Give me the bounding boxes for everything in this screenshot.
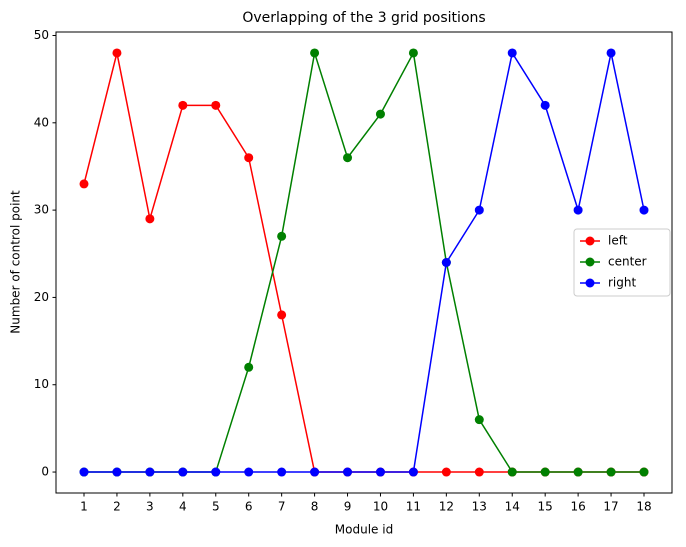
x-tick-label: 15	[538, 500, 553, 514]
x-tick-label: 1	[80, 500, 88, 514]
data-point	[408, 48, 418, 58]
data-point	[244, 467, 254, 477]
x-tick-label: 17	[603, 500, 618, 514]
data-point	[573, 467, 583, 477]
x-tick-label: 8	[311, 500, 319, 514]
data-point	[112, 467, 122, 477]
data-point	[277, 467, 287, 477]
x-tick-label: 13	[472, 500, 487, 514]
data-point	[79, 179, 89, 189]
data-point	[310, 467, 320, 477]
x-tick-label: 4	[179, 500, 187, 514]
data-point	[343, 153, 353, 163]
y-axis-label: Number of control point	[9, 190, 23, 334]
legend-label: center	[608, 255, 647, 269]
legend-marker	[585, 236, 595, 246]
data-point	[639, 205, 649, 215]
x-tick-label: 16	[570, 500, 585, 514]
chart-title: Overlapping of the 3 grid positions	[242, 10, 485, 26]
data-point	[79, 467, 89, 477]
legend-label: right	[608, 276, 636, 290]
x-tick-label: 11	[406, 500, 421, 514]
data-point	[507, 48, 517, 58]
data-point	[145, 214, 155, 224]
data-point	[211, 467, 221, 477]
data-point	[244, 153, 254, 163]
data-point	[277, 231, 287, 241]
series-line	[84, 50, 645, 473]
data-point	[639, 467, 649, 477]
data-point	[244, 362, 254, 372]
data-point	[310, 48, 320, 58]
x-tick-label: 5	[212, 500, 220, 514]
data-point	[408, 467, 418, 477]
x-tick-label: 9	[344, 500, 352, 514]
data-point	[211, 100, 221, 110]
data-point	[178, 100, 188, 110]
legend-marker	[585, 257, 595, 267]
data-point	[540, 467, 550, 477]
y-tick-label: 10	[34, 377, 49, 391]
y-tick-label: 40	[34, 115, 49, 129]
x-tick-label: 10	[373, 500, 388, 514]
x-tick-label: 12	[439, 500, 454, 514]
data-point	[573, 205, 583, 215]
data-point	[606, 467, 616, 477]
x-tick-label: 6	[245, 500, 253, 514]
data-point	[474, 205, 484, 215]
y-tick-label: 0	[41, 465, 49, 479]
data-point	[474, 415, 484, 425]
data-point	[375, 109, 385, 119]
y-tick-label: 20	[34, 290, 49, 304]
x-axis-label: Module id	[335, 523, 393, 537]
x-tick-label: 2	[113, 500, 121, 514]
x-tick-label: 18	[636, 500, 651, 514]
data-point	[507, 467, 517, 477]
data-point	[178, 467, 188, 477]
data-point	[145, 467, 155, 477]
y-tick-label: 30	[34, 203, 49, 217]
legend-label: left	[608, 234, 628, 248]
legend-box	[573, 228, 671, 297]
data-point	[112, 48, 122, 58]
axes-frame	[55, 31, 673, 494]
data-point	[441, 258, 451, 267]
data-point	[277, 310, 287, 320]
legend-marker	[585, 278, 595, 288]
data-point	[375, 467, 385, 477]
y-tick-label: 50	[34, 28, 49, 42]
data-point	[343, 467, 353, 477]
data-point	[474, 467, 484, 477]
x-tick-label: 7	[278, 500, 286, 514]
data-point	[606, 48, 616, 58]
data-point	[540, 100, 550, 110]
x-tick-label: 3	[146, 500, 154, 514]
x-tick-label: 14	[505, 500, 520, 514]
data-point	[441, 467, 451, 477]
